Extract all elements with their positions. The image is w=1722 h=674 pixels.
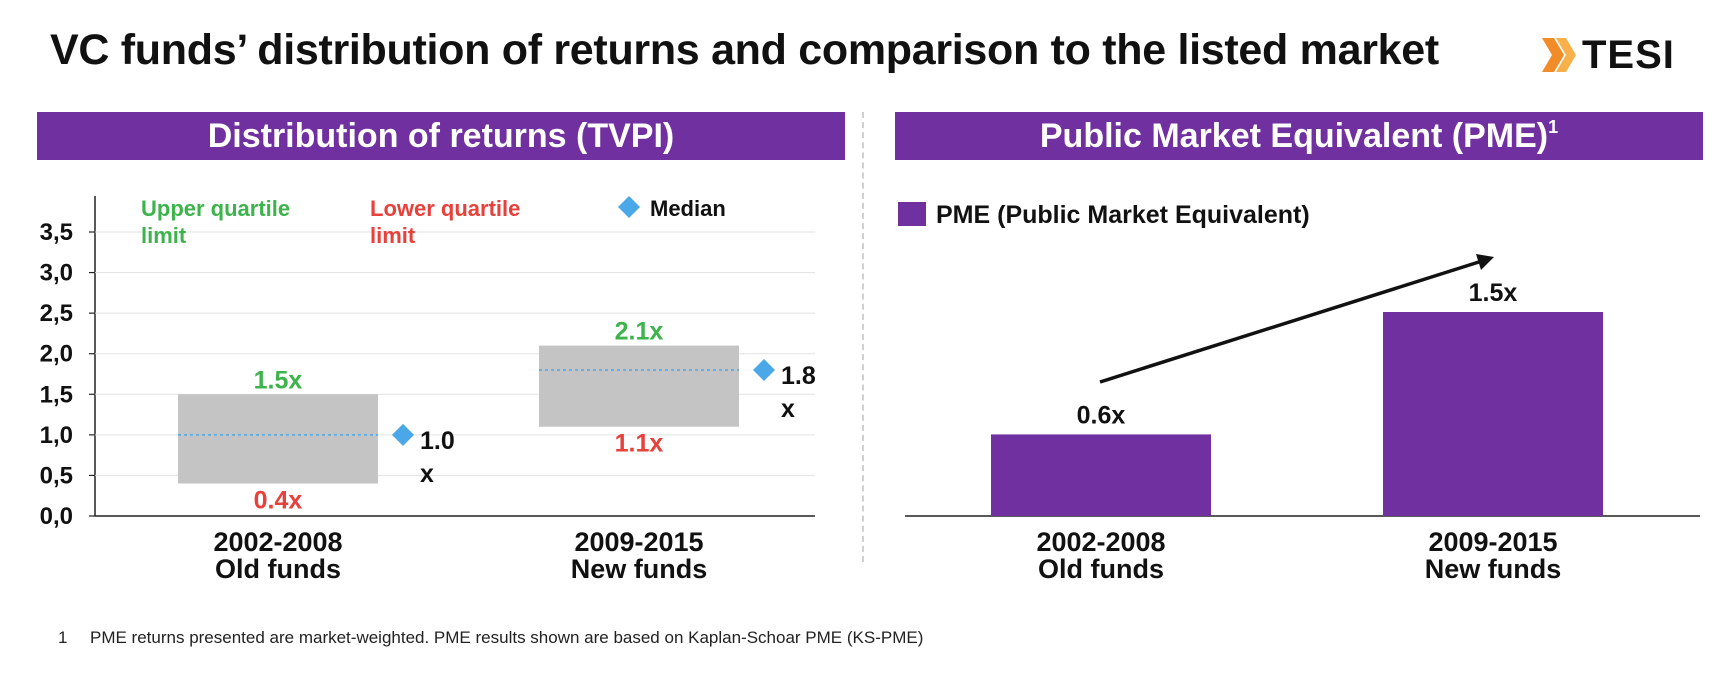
pme-bar-value-label: 0.6x — [1077, 401, 1126, 429]
pme-bar — [1383, 312, 1603, 516]
median-value-label: 1.8 — [781, 362, 816, 390]
legend-upper-quartile-line2: limit — [141, 223, 187, 248]
legend-pme-label: PME (Public Market Equivalent) — [936, 201, 1310, 229]
left-y-tick-label: 2,5 — [40, 300, 73, 327]
legend-lower-quartile-line2: limit — [370, 223, 416, 248]
quartile-box — [178, 394, 378, 484]
pme-bar-value-label: 1.5x — [1469, 279, 1518, 307]
lower-quartile-label: 1.1x — [615, 430, 664, 458]
right-x-category-line2: New funds — [1425, 554, 1562, 584]
page-title: VC funds’ distribution of returns and co… — [50, 26, 1439, 74]
left-x-category-line2: Old funds — [215, 554, 341, 584]
left-y-tick-label: 0,0 — [40, 503, 73, 530]
median-value-suffix: x — [420, 460, 434, 488]
quartile-box — [539, 345, 739, 427]
left-y-tick-label: 1,5 — [40, 381, 73, 408]
upper-quartile-label: 1.5x — [254, 366, 303, 394]
legend-median-label: Median — [650, 196, 726, 221]
footnote: 1 PME returns presented are market-weight… — [58, 628, 923, 648]
left-x-category-line1: 2009-2015 — [574, 527, 703, 557]
pme-bar — [991, 434, 1211, 516]
legend-median-marker — [618, 196, 640, 218]
lower-quartile-label: 0.4x — [254, 487, 303, 515]
upper-quartile-label: 2.1x — [615, 318, 664, 346]
legend-lower-quartile-line1: Lower quartile — [370, 196, 520, 221]
tesi-logo: TESI — [1540, 30, 1700, 80]
left-y-tick-label: 1,0 — [40, 422, 73, 449]
legend-pme-swatch — [898, 202, 926, 226]
left-y-tick-label: 0,5 — [40, 462, 73, 489]
median-marker — [392, 423, 414, 446]
trend-arrow-line — [1099, 259, 1483, 384]
trend-arrow-head — [1476, 254, 1494, 270]
panel-divider — [862, 112, 864, 562]
left-y-tick-label: 2,0 — [40, 341, 73, 368]
right-x-category-line1: 2009-2015 — [1428, 527, 1557, 557]
legend-upper-quartile-line1: Upper quartile — [141, 196, 290, 221]
median-value-label: 1.0 — [420, 427, 455, 455]
logo-text: TESI — [1582, 33, 1675, 77]
left-x-category-line1: 2002-2008 — [213, 527, 342, 557]
chevron-logo-icon — [1542, 38, 1576, 72]
left-y-tick-label: 3,0 — [40, 260, 73, 287]
footnote-marker: 1 — [1548, 117, 1559, 137]
left-panel-title: Distribution of returns (TVPI) — [37, 112, 845, 160]
left-y-tick-label: 3,5 — [40, 219, 73, 246]
median-value-suffix: x — [781, 395, 795, 423]
footnote-text: PME returns presented are market-weighte… — [90, 628, 924, 647]
right-panel-title-text: Public Market Equivalent (PME) — [1039, 117, 1549, 155]
left-panel-title-text: Distribution of returns (TVPI) — [207, 117, 675, 155]
left-x-category-line2: New funds — [571, 554, 708, 584]
footnote-number: 1 — [58, 628, 68, 647]
right-panel-title: Public Market Equivalent (PME)1 — [895, 112, 1703, 160]
right-x-category-line2: Old funds — [1038, 554, 1164, 584]
median-marker — [753, 358, 775, 381]
right-x-category-line1: 2002-2008 — [1036, 527, 1165, 557]
